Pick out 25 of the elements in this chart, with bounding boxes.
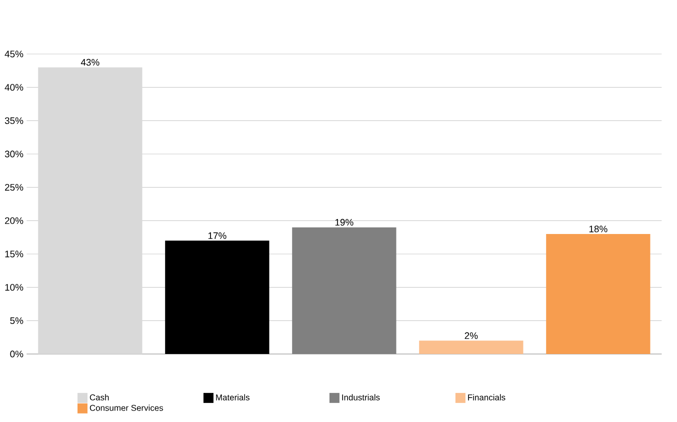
bar xyxy=(292,227,396,354)
y-tick-label: 40% xyxy=(4,84,24,91)
bar xyxy=(419,340,524,354)
legend-label: Cash xyxy=(90,394,109,400)
data-label: 43% xyxy=(80,58,100,66)
data-label: 18% xyxy=(589,226,608,232)
y-tick-label: 35% xyxy=(4,117,24,124)
data-label: 19% xyxy=(335,218,354,226)
legend-label: Materials xyxy=(216,394,250,400)
legend-label: Consumer Services xyxy=(90,404,164,411)
y-tick-label: 0% xyxy=(10,350,24,358)
legend-label: Financials xyxy=(468,394,506,400)
bar xyxy=(546,234,650,354)
data-label: 2% xyxy=(464,332,478,339)
y-tick-label: 20% xyxy=(5,217,24,224)
bar xyxy=(165,240,270,354)
y-tick-label: 5% xyxy=(10,317,24,324)
y-tick-label: 30% xyxy=(4,150,24,158)
y-tick-label: 25% xyxy=(5,184,24,191)
bar xyxy=(38,67,142,354)
y-tick-label: 45% xyxy=(4,50,24,58)
y-tick-label: 15% xyxy=(5,250,24,258)
legend-label: Industrials xyxy=(342,394,380,400)
data-label: 17% xyxy=(208,232,226,239)
y-tick-label: 10% xyxy=(5,284,24,291)
